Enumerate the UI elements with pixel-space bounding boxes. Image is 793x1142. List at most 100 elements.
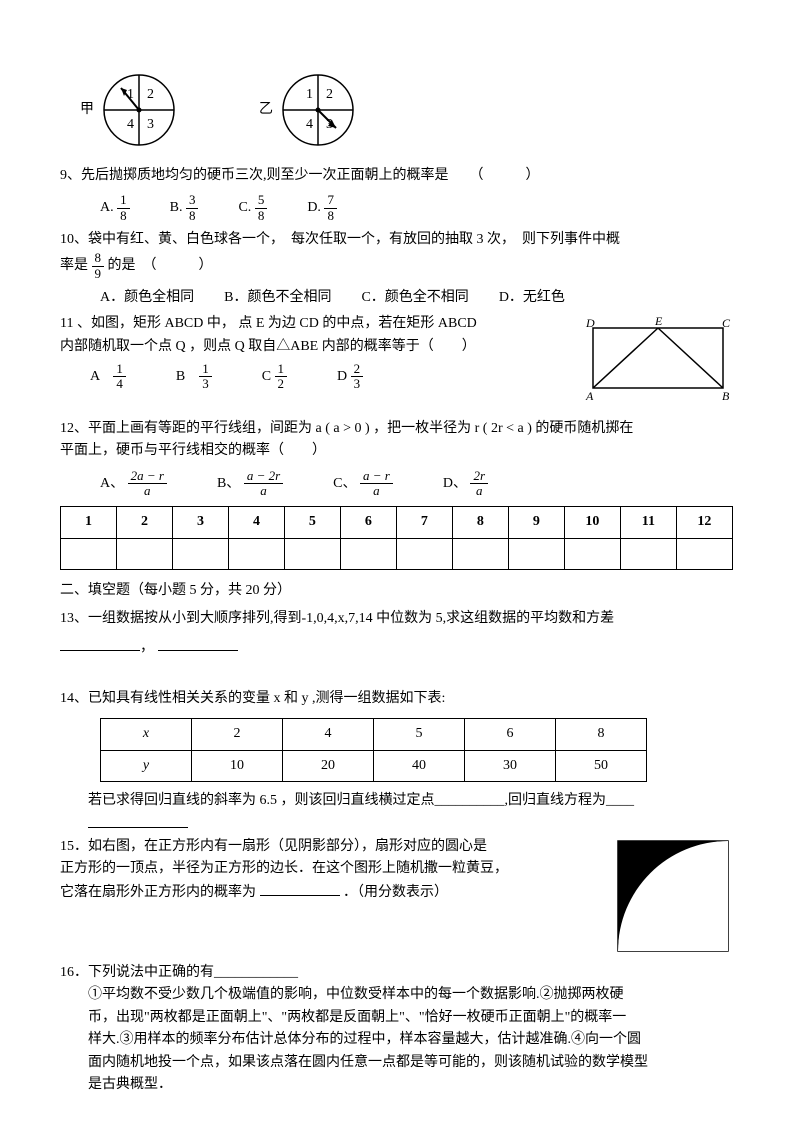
q12-line2: 平面上，硬币与平行线相交的概率（ ） xyxy=(60,440,733,462)
grid-a8[interactable] xyxy=(452,538,508,569)
grid-a7[interactable] xyxy=(396,538,452,569)
grid-h10: 10 xyxy=(564,507,620,538)
grid-a4[interactable] xyxy=(228,538,284,569)
spinner-figures: 甲 1 2 3 4 乙 1 2 3 4 xyxy=(60,70,733,150)
q15-blank[interactable] xyxy=(260,881,340,896)
q13-blanks: ， xyxy=(60,636,733,659)
svg-text:D: D xyxy=(585,316,595,330)
q10-line1: 10、袋中有红、黄、白色球各一个， 每次任取一个，有放回的抽取 3 次， 则下列… xyxy=(60,229,733,251)
svg-text:4: 4 xyxy=(127,117,134,132)
q14-blank-line xyxy=(60,813,733,836)
q9-options: A. 18 B. 38 C. 58 D. 78 xyxy=(60,193,733,223)
q11-opt-a: A 14 xyxy=(90,362,126,392)
question-9: 9、先后抛掷质地均匀的硬币三次,则至少一次正面朝上的概率是 （ ） xyxy=(60,165,733,187)
question-11: 11 、如图，矩形 ABCD 中， 点 E 为边 CD 的中点，若在矩形 ABC… xyxy=(60,313,733,411)
q14-table: x 2 4 5 6 8 y 10 20 40 30 50 xyxy=(100,718,647,782)
svg-text:2: 2 xyxy=(326,87,333,102)
q15-line1: 15．如右图，在正方形内有一扇形（见阴影部分），扇形对应的圆心是 xyxy=(60,836,598,858)
q15-line2: 正方形的一顶点，半径为正方形的边长．在这个图形上随机撒一粒黄豆， xyxy=(60,858,598,880)
q10-opt-d: D．无红色 xyxy=(499,287,565,309)
spinner-yi-label: 乙 xyxy=(259,99,273,121)
svg-text:3: 3 xyxy=(147,117,154,132)
q14-h-y: y xyxy=(101,750,192,781)
q16-title: 16．下列说法中正确的有____________ xyxy=(60,962,733,984)
question-13: 13、一组数据按从小到大顺序排列,得到-1,0,4,x,7,14 中位数为 5,… xyxy=(60,608,733,630)
grid-h1: 1 xyxy=(61,507,117,538)
svg-text:1: 1 xyxy=(306,87,313,102)
question-16: 16．下列说法中正确的有____________ ①平均数不受少数几个极端值的影… xyxy=(60,962,733,1096)
svg-text:E: E xyxy=(654,314,663,328)
grid-h2: 2 xyxy=(116,507,172,538)
grid-a3[interactable] xyxy=(172,538,228,569)
grid-a2[interactable] xyxy=(116,538,172,569)
q11-opt-c: C 12 xyxy=(262,362,287,392)
grid-h4: 4 xyxy=(228,507,284,538)
spinner-yi: 乙 1 2 3 4 xyxy=(259,70,358,150)
q11-figure: D E C A B xyxy=(583,313,733,411)
q12-opt-c: C、 a − ra xyxy=(333,469,393,499)
question-10: 10、袋中有红、黄、白色球各一个， 每次任取一个，有放回的抽取 3 次， 则下列… xyxy=(60,229,733,281)
grid-h11: 11 xyxy=(620,507,676,538)
q16-body1: ①平均数不受少数几个极端值的影响，中位数受样本中的每一个数据影响.②抛掷两枚硬 xyxy=(60,984,733,1006)
q13-text: 13、一组数据按从小到大顺序排列,得到-1,0,4,x,7,14 中位数为 5,… xyxy=(60,611,614,626)
q10-line2: 率是 89 的是 （ ） xyxy=(60,251,733,281)
q13-blank-2[interactable] xyxy=(158,636,238,651)
section-2-title: 二、填空题（每小题 5 分，共 20 分） xyxy=(60,580,733,602)
svg-text:C: C xyxy=(722,316,731,330)
q14-blank[interactable] xyxy=(88,813,188,828)
q12-options: A、 2a − ra B、 a − 2ra C、 a − ra D、 2ra xyxy=(60,469,733,499)
q16-body2: 币，出现"两枚都是正面朝上"、"两枚都是反面朝上"、"恰好一枚硬币正面朝上"的概… xyxy=(60,1007,733,1029)
q14-after: 若已求得回归直线的斜率为 6.5 ，则该回归直线横过定点__________,回… xyxy=(60,790,733,812)
q9-opt-b: B. 38 xyxy=(170,193,199,223)
grid-a11[interactable] xyxy=(620,538,676,569)
grid-h3: 3 xyxy=(172,507,228,538)
grid-h7: 7 xyxy=(396,507,452,538)
q15-line3: 它落在扇形外正方形内的概率为 ．（用分数表示） xyxy=(60,881,598,904)
q11-line2: 内部随机取一个点 Q ，则点 Q 取自△ABE 内部的概率等于（ ） xyxy=(60,336,573,358)
spinner-yi-svg: 1 2 3 4 xyxy=(278,70,358,150)
grid-a6[interactable] xyxy=(340,538,396,569)
q15-figure xyxy=(613,836,733,956)
q11-line1: 11 、如图，矩形 ABCD 中， 点 E 为边 CD 的中点，若在矩形 ABC… xyxy=(60,313,573,335)
answer-grid: 1 2 3 4 5 6 7 8 9 10 11 12 xyxy=(60,506,733,569)
spinner-jia: 甲 1 2 3 4 xyxy=(80,70,179,150)
grid-h8: 8 xyxy=(452,507,508,538)
grid-a1[interactable] xyxy=(61,538,117,569)
q9-opt-c: C. 58 xyxy=(238,193,267,223)
q10-opt-a: A．颜色全相同 xyxy=(100,287,194,309)
q12-opt-d: D、 2ra xyxy=(443,469,488,499)
grid-a12[interactable] xyxy=(676,538,732,569)
spinner-jia-label: 甲 xyxy=(80,99,94,121)
q11-options: A 14 B 13 C 12 D 23 xyxy=(60,362,573,392)
q9-text: 9、先后抛掷质地均匀的硬币三次,则至少一次正面朝上的概率是 （ ） xyxy=(60,168,540,183)
question-15: 15．如右图，在正方形内有一扇形（见阴影部分），扇形对应的圆心是 正方形的一顶点… xyxy=(60,836,733,956)
svg-text:B: B xyxy=(722,389,730,403)
q14-text: 14、已知具有线性相关关系的变量 x 和 y ,测得一组数据如下表: xyxy=(60,691,445,706)
svg-text:4: 4 xyxy=(306,117,313,132)
q10-opt-b: B．颜色不全相同 xyxy=(224,287,331,309)
question-12: 12、平面上画有等距的平行线组，间距为 a ( a > 0 ) ，把一枚半径为 … xyxy=(60,418,733,463)
question-14: 14、已知具有线性相关关系的变量 x 和 y ,测得一组数据如下表: xyxy=(60,688,733,710)
q11-opt-b: B 13 xyxy=(176,362,212,392)
svg-text:2: 2 xyxy=(147,87,154,102)
grid-a5[interactable] xyxy=(284,538,340,569)
q16-body4: 面内随机地投一个点，如果该点落在圆内任意一点都是等可能的，则该随机试验的数学模型 xyxy=(60,1052,733,1074)
q12-opt-a: A、 2a − ra xyxy=(100,469,167,499)
grid-a9[interactable] xyxy=(508,538,564,569)
q12-opt-b: B、 a − 2ra xyxy=(217,469,283,499)
grid-h9: 9 xyxy=(508,507,564,538)
grid-h12: 12 xyxy=(676,507,732,538)
grid-h5: 5 xyxy=(284,507,340,538)
q16-body3: 样大.③用样本的频率分布估计总体分布的过程中，样本容量越大，估计越准确.④向一个… xyxy=(60,1029,733,1051)
q16-body5: 是古典概型． xyxy=(60,1074,733,1096)
spinner-jia-svg: 1 2 3 4 xyxy=(99,70,179,150)
q13-blank-1[interactable] xyxy=(60,636,140,651)
grid-a10[interactable] xyxy=(564,538,620,569)
q9-opt-a: A. 18 xyxy=(100,193,130,223)
q12-line1: 12、平面上画有等距的平行线组，间距为 a ( a > 0 ) ，把一枚半径为 … xyxy=(60,418,733,440)
q10-options: A．颜色全相同 B．颜色不全相同 C．颜色全不相同 D．无红色 xyxy=(60,287,733,309)
q11-opt-d: D 23 xyxy=(337,362,363,392)
q10-opt-c: C．颜色全不相同 xyxy=(361,287,468,309)
q14-h-x: x xyxy=(101,719,192,750)
q9-opt-d: D. 78 xyxy=(307,193,337,223)
